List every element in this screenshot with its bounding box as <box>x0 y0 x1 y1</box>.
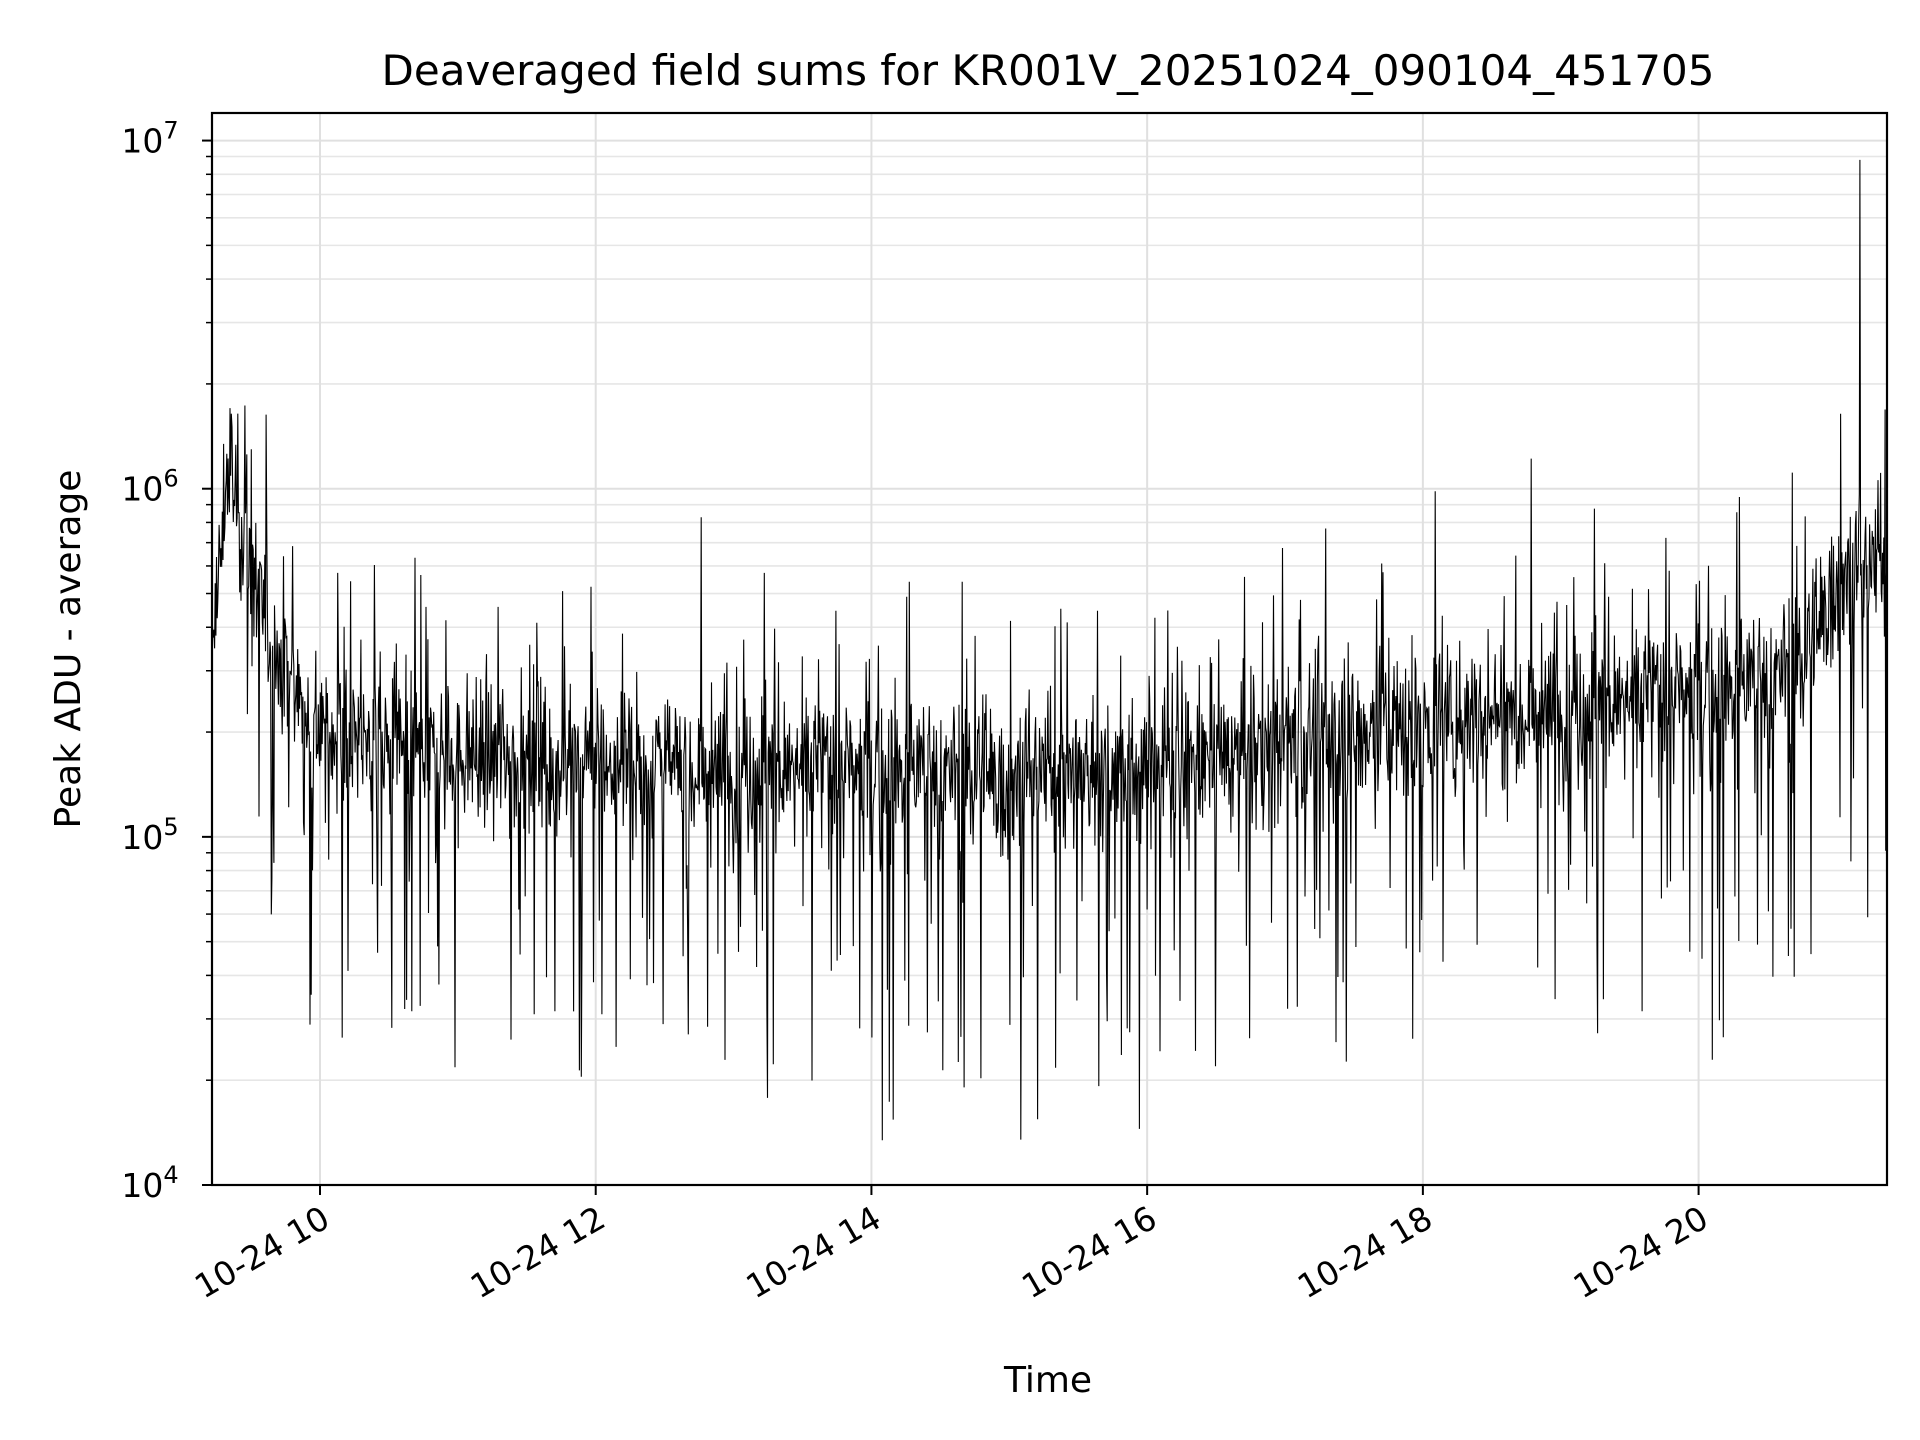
y-tick-label: 106 <box>121 465 178 509</box>
data-line <box>211 159 1888 1141</box>
y-axis-label: Peak ADU - average <box>48 470 89 829</box>
series-line <box>211 159 1888 1141</box>
y-tick-label: 105 <box>121 813 178 857</box>
y-tick-label: 104 <box>121 1161 178 1205</box>
y-tick-label: 107 <box>121 117 178 161</box>
chart-title: Deaveraged field sums for KR001V_2025102… <box>382 46 1715 95</box>
plot-frame <box>210 111 1889 1187</box>
x-axis-label: Time <box>1003 1360 1092 1401</box>
